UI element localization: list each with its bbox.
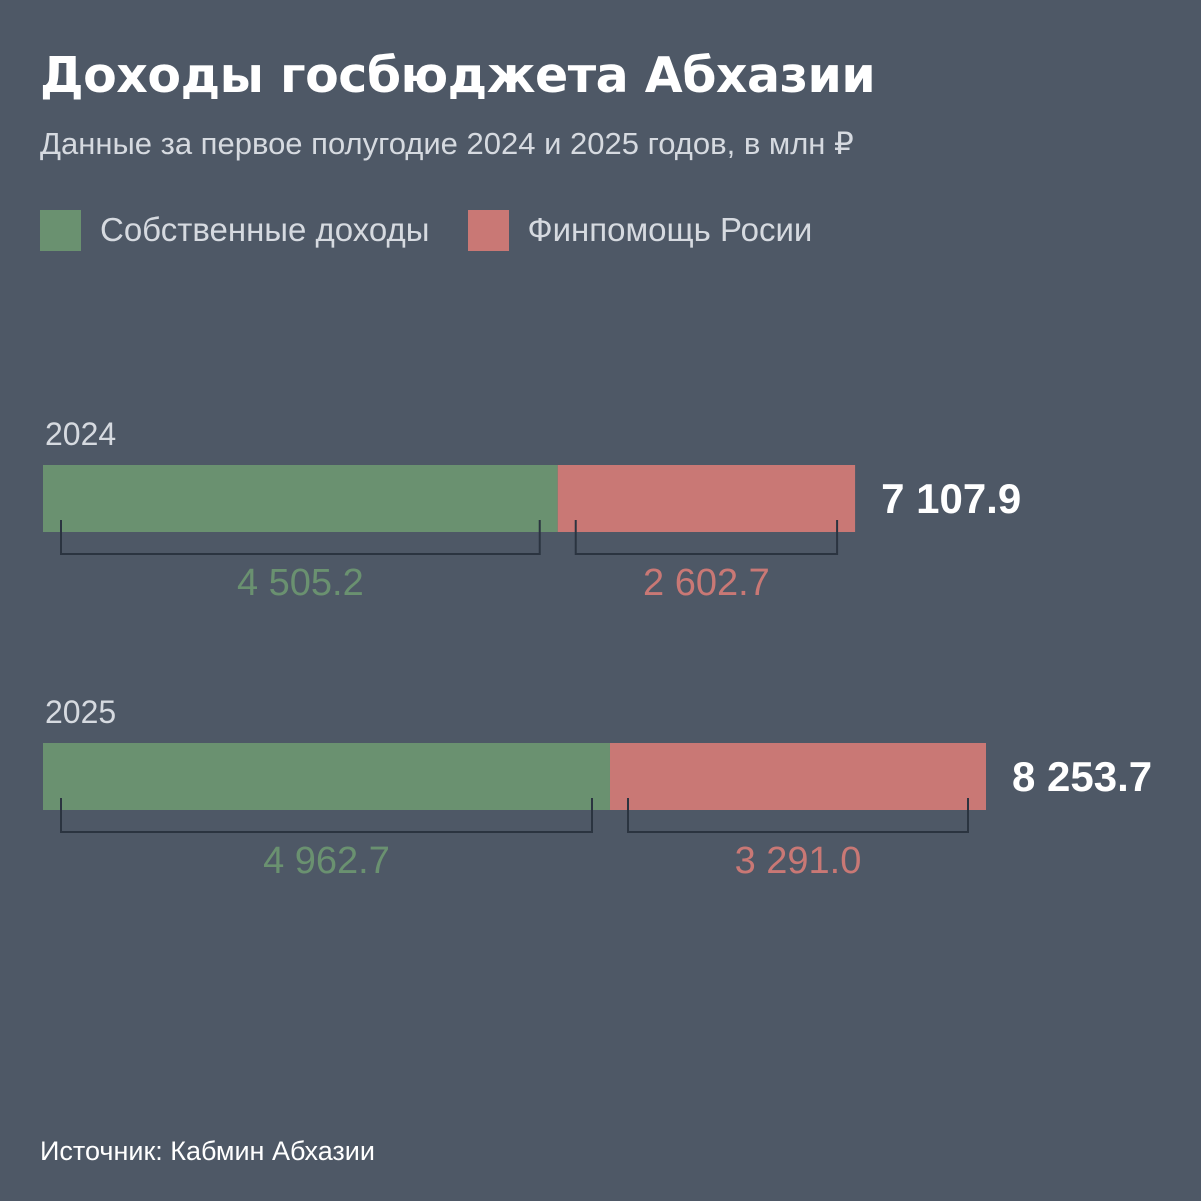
- total-label-2025: 8 253.7: [1012, 753, 1152, 800]
- value-label-russian-aid-2024: 2 602.7: [643, 562, 770, 604]
- bracket-own-revenue-2025: [60, 798, 593, 833]
- value-label-russian-aid-2025: 3 291.0: [735, 840, 862, 882]
- bar-own-revenue-2024: [43, 465, 558, 532]
- legend-item-russian-aid: Финпомощь Росии: [467, 209, 813, 251]
- legend-label-own-revenue: Собственные доходы: [100, 211, 430, 248]
- bracket-own-revenue-2024: [60, 520, 541, 555]
- bar-own-revenue-2025: [43, 743, 610, 810]
- bracket-russian-aid-2025: [626, 798, 969, 833]
- bar-russian-aid-2024: [557, 465, 856, 532]
- legend-swatch-russian-aid: [467, 209, 509, 251]
- legend-swatch-own-revenue: [40, 209, 81, 251]
- value-label-own-revenue-2024: 4 505.2: [237, 562, 364, 604]
- total-label-2024: 7 107.9: [881, 475, 1021, 522]
- legend-label-russian-aid: Финпомощь Росии: [527, 211, 813, 248]
- legend: Собственные доходы Финпомощь Росии: [40, 209, 850, 251]
- bar-russian-aid-2025: [609, 743, 986, 810]
- source-note: Источник: Кабмин Абхазии: [40, 1136, 375, 1166]
- year-label-2025: 2025: [45, 694, 116, 730]
- year-label-2024: 2024: [45, 416, 116, 452]
- chart-subtitle: Данные за первое полугодие 2024 и 2025 г…: [40, 126, 854, 161]
- value-label-own-revenue-2025: 4 962.7: [263, 840, 390, 882]
- bracket-russian-aid-2024: [574, 520, 839, 555]
- legend-item-own-revenue: Собственные доходы: [40, 209, 430, 251]
- chart-title: Доходы госбюджета Абхазии: [40, 47, 876, 104]
